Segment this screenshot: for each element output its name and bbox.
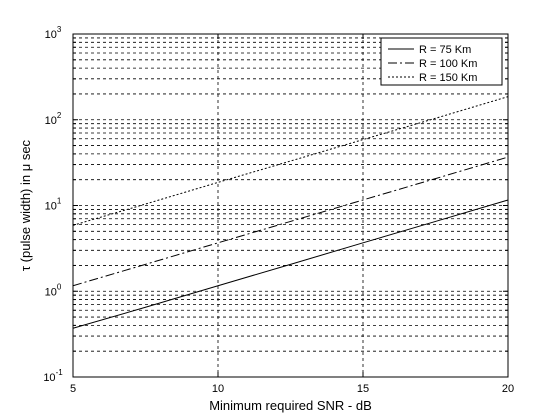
legend-label-1: R = 75 Km bbox=[419, 44, 471, 56]
x-axis-label: Minimum required SNR - dB bbox=[209, 398, 372, 413]
legend-label-2: R = 100 Km bbox=[419, 58, 477, 70]
x-tick-label: 5 bbox=[70, 383, 76, 395]
x-tick-label: 10 bbox=[212, 383, 224, 395]
series-layer bbox=[72, 96, 509, 329]
y-tick-label: 100 bbox=[45, 282, 62, 298]
series-line-1 bbox=[72, 199, 509, 329]
x-tick-label: 15 bbox=[357, 383, 369, 395]
x-tick-label: 20 bbox=[502, 383, 514, 395]
series-line-2 bbox=[72, 156, 509, 287]
y-tick-label: 102 bbox=[45, 111, 62, 127]
legend: R = 75 Km R = 100 Km R = 150 Km bbox=[380, 37, 503, 86]
series-line-3 bbox=[72, 96, 509, 226]
legend-label-3: R = 150 Km bbox=[419, 72, 477, 84]
y-axis-label: τ (pulse width) in μ sec bbox=[18, 139, 33, 271]
y-tick-label: 103 bbox=[45, 25, 62, 41]
y-tick-label: 101 bbox=[45, 197, 62, 213]
y-tick-label: 10-1 bbox=[43, 368, 63, 384]
tick-layer: 5 10 15 20 10-1 100 101 102 103 bbox=[43, 25, 514, 395]
